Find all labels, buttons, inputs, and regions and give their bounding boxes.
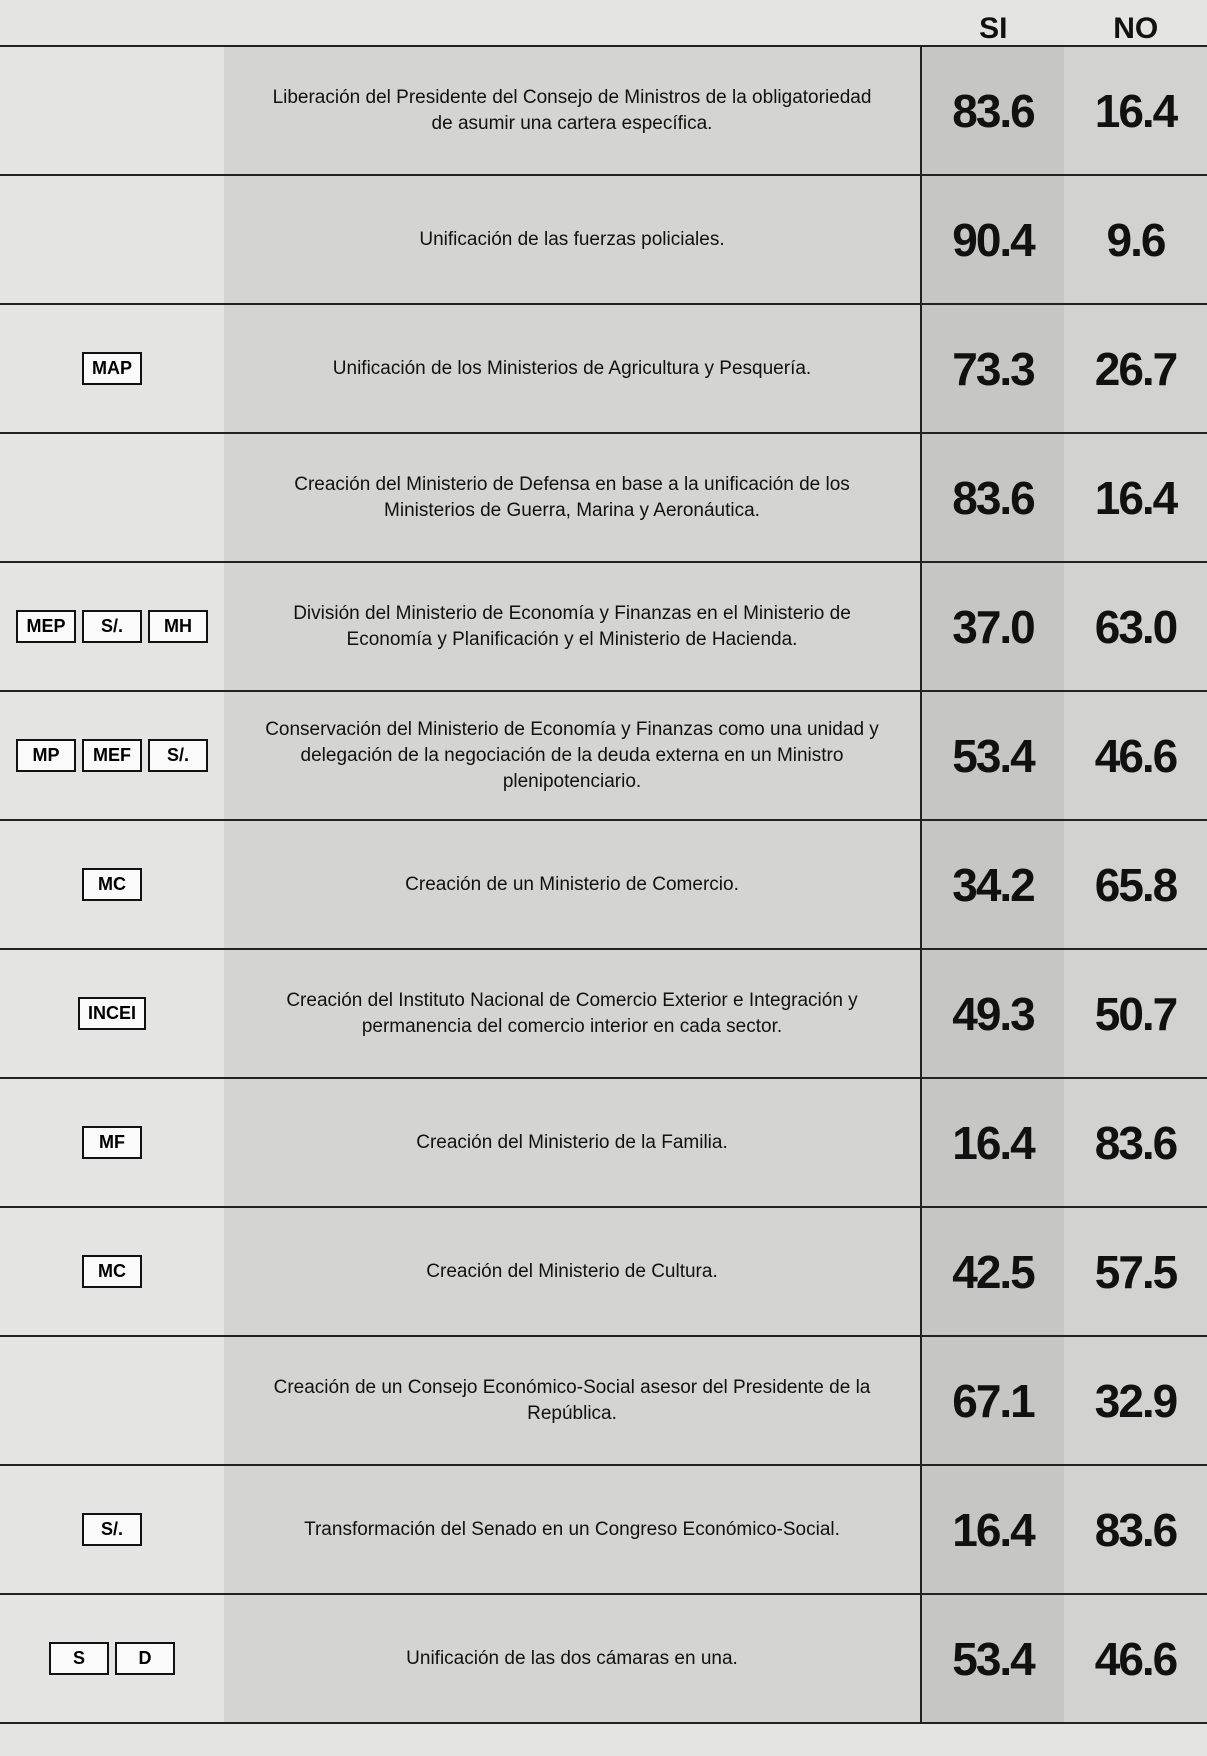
icon: MC (0, 821, 224, 948)
si-value: 49.3 (922, 950, 1064, 1077)
icon-label: INCEI (77, 997, 146, 1030)
no-value: 9.6 (1064, 176, 1207, 303)
header: SI NO (922, 12, 1207, 45)
si-value: 37.0 (922, 563, 1064, 690)
icon-label: MF (82, 1126, 142, 1159)
icon: MAP (0, 305, 224, 432)
icon-label: MH (148, 610, 208, 643)
icon-label: MP (16, 739, 76, 772)
icon-label: S/. (148, 739, 208, 772)
table-row: MC Creación del Ministerio de Cultura. 42.… (0, 1208, 1207, 1337)
si-value: 90.4 (922, 176, 1064, 303)
no-value: 57.5 (1064, 1208, 1207, 1335)
measure-text: Creación del Instituto Nacional de Comer… (224, 950, 922, 1077)
no-value: 83.6 (1064, 1466, 1207, 1593)
icon-label: MEF (82, 739, 142, 772)
icon: MEP S/. MH (0, 563, 224, 690)
table-row: Creación del Ministerio de Defensa en ba… (0, 434, 1207, 563)
measure-text: Creación de un Ministerio de Comercio. (224, 821, 922, 948)
measure-text: Creación de un Consejo Económico-Social … (224, 1337, 922, 1464)
si-value: 83.6 (922, 47, 1064, 174)
measure-text: Creación del Ministerio de la Familia. (224, 1079, 922, 1206)
icon: INCEI (0, 950, 224, 1077)
no-value: 32.9 (1064, 1337, 1207, 1464)
table-row: MF Creación del Ministerio de la Familia.… (0, 1079, 1207, 1208)
table-row: MEP S/. MH División del Ministerio de Econo… (0, 563, 1207, 692)
si-value: 16.4 (922, 1079, 1064, 1206)
no-value: 26.7 (1064, 305, 1207, 432)
si-value: 67.1 (922, 1337, 1064, 1464)
si-value: 34.2 (922, 821, 1064, 948)
icon (0, 176, 224, 303)
table-row: S D Unificación de las dos cámaras en una.… (0, 1595, 1207, 1724)
icon (0, 1337, 224, 1464)
si-value: 53.4 (922, 692, 1064, 819)
no-value: 16.4 (1064, 47, 1207, 174)
si-value: 73.3 (922, 305, 1064, 432)
icon-label: MAP (82, 352, 142, 385)
table-row: Creación de un Consejo Económico-Social … (0, 1337, 1207, 1466)
table-row: S/. Transformación del Senado en un Congr… (0, 1466, 1207, 1595)
icon-label: S (49, 1642, 109, 1675)
icon: MF (0, 1079, 224, 1206)
measure-text: Unificación de los Ministerios de Agricu… (224, 305, 922, 432)
no-value: 63.0 (1064, 563, 1207, 690)
icon-label: S/. (82, 1513, 142, 1546)
icon (0, 434, 224, 561)
measure-text: Liberación del Presidente del Consejo de… (224, 47, 922, 174)
no-value: 83.6 (1064, 1079, 1207, 1206)
icon-label: D (115, 1642, 175, 1675)
measure-text: Conservación del Ministerio de Economía … (224, 692, 922, 819)
table-row: INCEI Creación del Instituto Nacional de … (0, 950, 1207, 1079)
table-row: MAP Unificación de los Ministerios de Agr… (0, 305, 1207, 434)
si-header: SI (979, 12, 1008, 45)
measure-text: Creación del Ministerio de Cultura. (224, 1208, 922, 1335)
measure-text: Unificación de las dos cámaras en una. (224, 1595, 922, 1722)
no-value: 65.8 (1064, 821, 1207, 948)
icon-label: MC (82, 1255, 142, 1288)
si-value: 42.5 (922, 1208, 1064, 1335)
icon: MC (0, 1208, 224, 1335)
si-value: 53.4 (922, 1595, 1064, 1722)
icon (0, 47, 224, 174)
no-value: 46.6 (1064, 1595, 1207, 1722)
no-header: NO (1113, 12, 1159, 45)
icon-label: MC (82, 868, 142, 901)
si-value: 83.6 (922, 434, 1064, 561)
table-row: Unificación de las fuerzas policiales. 90… (0, 176, 1207, 305)
measure-text: Creación del Ministerio de Defensa en ba… (224, 434, 922, 561)
measure-text: División del Ministerio de Economía y Fi… (224, 563, 922, 690)
table-row: MP MEF S/. Conservación del Ministerio de E… (0, 692, 1207, 821)
si-value: 16.4 (922, 1466, 1064, 1593)
no-value: 50.7 (1064, 950, 1207, 1077)
icon-label: MEP (16, 610, 76, 643)
table-row: Liberación del Presidente del Consejo de… (0, 47, 1207, 176)
measure-text: Transformación del Senado en un Congreso… (224, 1466, 922, 1593)
no-value: 46.6 (1064, 692, 1207, 819)
icon: MP MEF S/. (0, 692, 224, 819)
no-value: 16.4 (1064, 434, 1207, 561)
icon-label: S/. (82, 610, 142, 643)
table-row: MC Creación de un Ministerio de Comercio.… (0, 821, 1207, 950)
table: Liberación del Presidente del Consejo de… (0, 45, 1207, 1724)
measure-text: Unificación de las fuerzas policiales. (224, 176, 922, 303)
icon: S/. (0, 1466, 224, 1593)
